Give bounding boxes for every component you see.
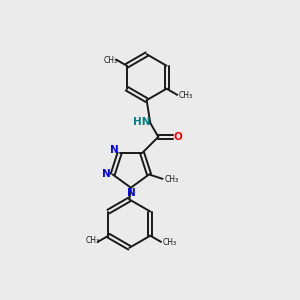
Text: CH₃: CH₃ bbox=[163, 238, 177, 247]
Text: N: N bbox=[110, 145, 119, 154]
Text: CH₃: CH₃ bbox=[179, 91, 193, 100]
Text: CH₃: CH₃ bbox=[103, 56, 118, 65]
Text: N: N bbox=[102, 169, 111, 179]
Text: CH₃: CH₃ bbox=[164, 175, 178, 184]
Text: O: O bbox=[173, 132, 182, 142]
Text: N: N bbox=[127, 188, 136, 198]
Text: HN: HN bbox=[133, 117, 151, 127]
Text: CH₃: CH₃ bbox=[85, 236, 99, 245]
